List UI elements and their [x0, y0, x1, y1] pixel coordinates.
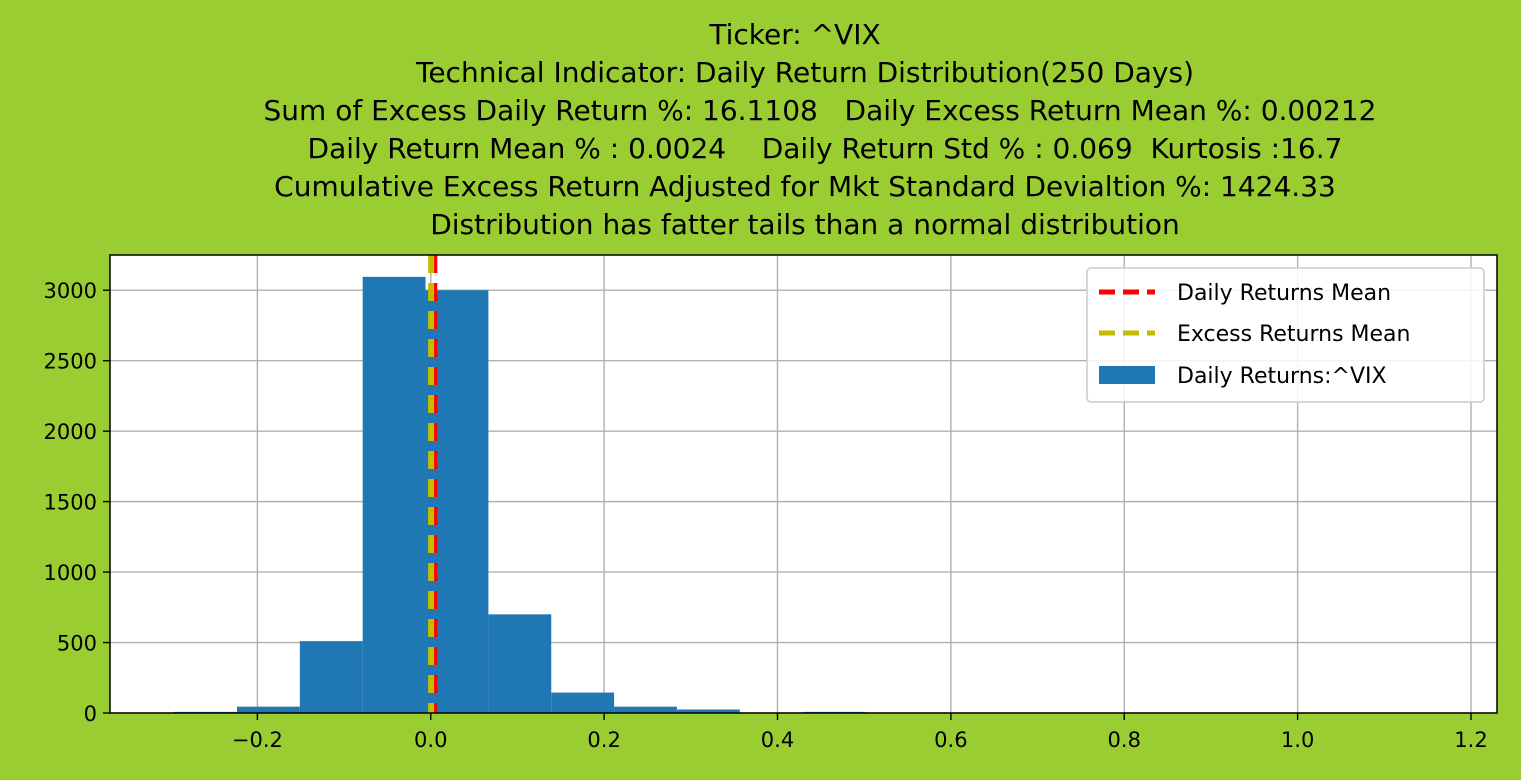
legend: Daily Returns Mean Excess Returns Mean D…	[1086, 267, 1485, 403]
title-line-4: Daily Return Mean % : 0.0024 Daily Retur…	[308, 132, 1343, 165]
title-line-1: Ticker: ^VIX	[708, 18, 880, 51]
x-tick-label-1: 0.0	[414, 728, 447, 752]
x-tick-label-2: 0.2	[587, 728, 620, 752]
histogram-bar-3	[362, 276, 426, 713]
histogram-bar-5	[488, 614, 552, 713]
x-tick-label-3: 0.4	[761, 728, 794, 752]
x-tick-label-0: −0.2	[232, 728, 283, 752]
y-tick-label-1: 500	[57, 632, 97, 656]
mean-lines	[428, 255, 438, 713]
y-tick-label-5: 2500	[44, 350, 97, 374]
title-line-3: Sum of Excess Daily Return %: 16.1108 Da…	[264, 94, 1377, 127]
histogram-bar-8	[676, 709, 740, 713]
x-tick-label-6: 1.0	[1281, 728, 1314, 752]
chart-title: Ticker: ^VIX Technical Indicator: Daily R…	[264, 18, 1377, 241]
plot-frame	[109, 254, 1498, 714]
histogram-bar-4	[425, 290, 489, 713]
title-line-6: Distribution has fatter tails than a nor…	[430, 208, 1180, 241]
y-tick-label-2: 1000	[44, 561, 97, 585]
x-tick-label-5: 0.8	[1108, 728, 1141, 752]
y-tick-label-0: 0	[84, 702, 97, 726]
legend-label-excess-returns-mean: Excess Returns Mean	[1177, 322, 1410, 347]
y-axis: 0 500 1000 1500 2000 2500 3000	[44, 279, 110, 726]
legend-label-daily-returns-mean: Daily Returns Mean	[1177, 281, 1391, 306]
x-tick-label-4: 0.6	[934, 728, 967, 752]
title-line-2: Technical Indicator: Daily Return Distri…	[415, 56, 1194, 89]
histogram-bar-6	[551, 692, 615, 713]
histogram-bar-7	[614, 706, 677, 713]
x-axis: −0.2 0.0 0.2 0.4 0.6 0.8 1.0 1.2	[232, 713, 1488, 752]
histogram-bars	[174, 276, 1432, 713]
title-line-5: Cumulative Excess Return Adjusted for Mk…	[274, 170, 1336, 203]
legend-box	[1086, 267, 1485, 403]
y-tick-label-3: 1500	[44, 491, 97, 515]
histogram-bar-1	[236, 706, 300, 713]
histogram-bar-2	[299, 641, 363, 713]
x-tick-label-7: 1.2	[1454, 728, 1487, 752]
y-tick-label-4: 2000	[44, 420, 97, 444]
legend-label-daily-returns: Daily Returns:^VIX	[1177, 364, 1387, 389]
y-tick-label-6: 3000	[44, 279, 97, 303]
legend-swatch-daily-returns	[1099, 366, 1155, 384]
